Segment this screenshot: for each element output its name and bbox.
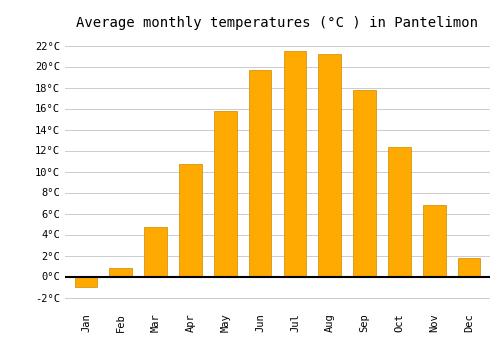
Bar	[144, 227, 167, 276]
Bar	[110, 268, 132, 277]
Title: Average monthly temperatures (°C ) in Pantelimon: Average monthly temperatures (°C ) in Pa…	[76, 16, 478, 30]
Bar	[74, 276, 97, 287]
Bar	[214, 111, 236, 276]
Bar	[388, 147, 410, 276]
Bar	[423, 205, 446, 276]
Bar	[179, 164, 202, 276]
Bar	[354, 90, 376, 276]
Bar	[318, 54, 341, 276]
Bar	[458, 258, 480, 277]
Bar	[284, 51, 306, 276]
Bar	[249, 70, 272, 276]
